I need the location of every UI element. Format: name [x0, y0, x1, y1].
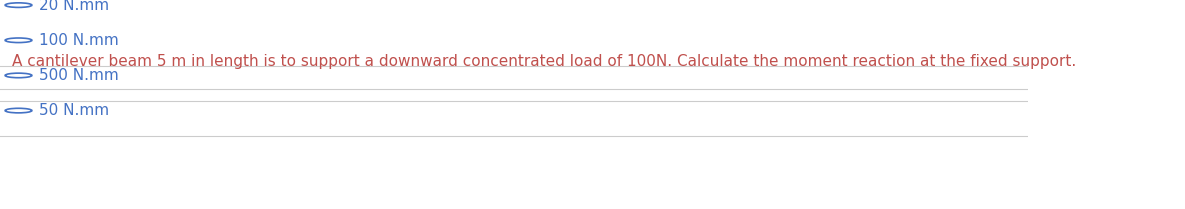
Text: 100 N.mm: 100 N.mm: [39, 33, 119, 48]
Text: 20 N.mm: 20 N.mm: [39, 0, 109, 13]
Text: 500 N.mm: 500 N.mm: [39, 68, 119, 83]
Text: A cantilever beam 5 m in length is to support a downward concentrated load of 10: A cantilever beam 5 m in length is to su…: [12, 54, 1077, 69]
Text: 50 N.mm: 50 N.mm: [39, 103, 109, 118]
